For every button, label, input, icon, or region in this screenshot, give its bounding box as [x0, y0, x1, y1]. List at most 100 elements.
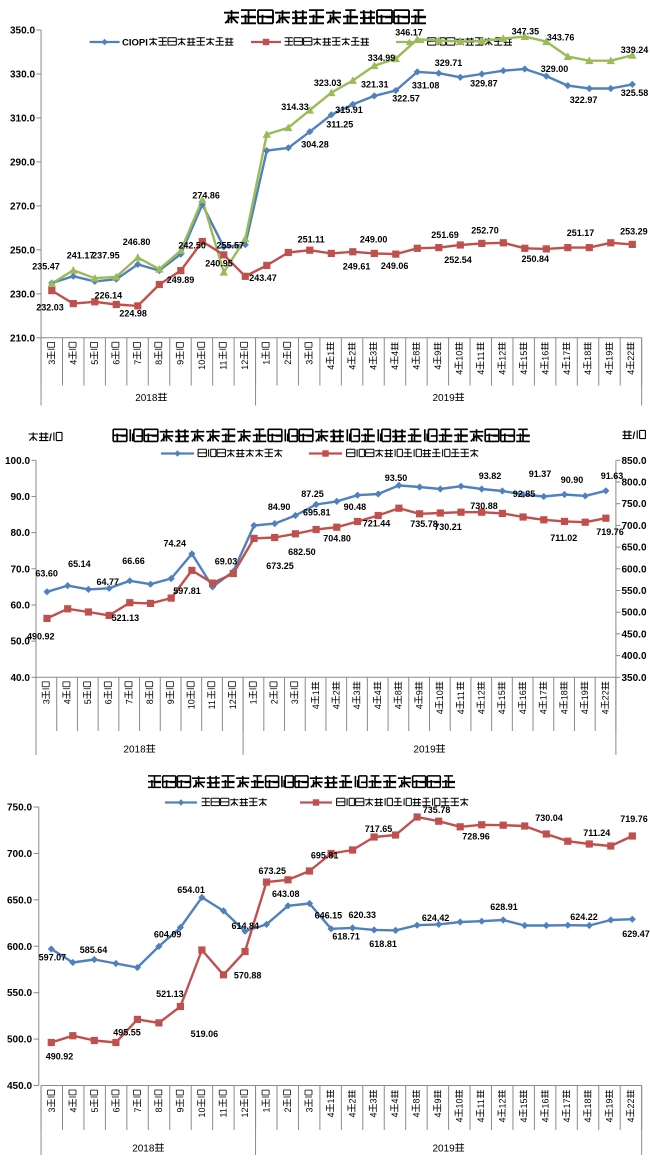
- svg-text:4: 4: [412, 365, 422, 370]
- svg-text:93.50: 93.50: [385, 473, 408, 483]
- svg-text:350.0: 350.0: [622, 673, 647, 684]
- svg-text:3: 3: [304, 1107, 314, 1112]
- svg-text:4: 4: [390, 1098, 400, 1103]
- svg-text:597.07: 597.07: [39, 953, 67, 963]
- svg-text:237.95: 237.95: [92, 251, 120, 261]
- svg-text:500.0: 500.0: [622, 608, 647, 619]
- svg-text:9: 9: [433, 1098, 443, 1103]
- svg-text:19: 19: [580, 690, 590, 700]
- svg-text:304.28: 304.28: [301, 140, 329, 150]
- svg-text:3: 3: [369, 351, 379, 356]
- svg-text:16: 16: [540, 351, 550, 361]
- svg-text:7: 7: [133, 1107, 143, 1112]
- svg-text:10: 10: [187, 699, 197, 709]
- svg-text:3: 3: [42, 699, 52, 704]
- svg-text:4: 4: [456, 709, 466, 714]
- svg-text:65.14: 65.14: [68, 559, 91, 569]
- svg-text:12: 12: [477, 690, 487, 700]
- svg-text:4: 4: [539, 709, 549, 714]
- svg-text:90.90: 90.90: [561, 475, 584, 485]
- svg-text:/: /: [632, 430, 635, 442]
- svg-text:4: 4: [626, 370, 636, 375]
- svg-text:4: 4: [519, 1117, 529, 1122]
- svg-text:4: 4: [497, 1117, 507, 1122]
- svg-text:2: 2: [269, 699, 279, 704]
- svg-text:12: 12: [497, 1098, 507, 1108]
- svg-text:321.31: 321.31: [361, 79, 389, 89]
- svg-text:8: 8: [412, 351, 422, 356]
- svg-text:521.13: 521.13: [112, 613, 140, 623]
- svg-text:91.63: 91.63: [601, 471, 624, 481]
- svg-text:450.0: 450.0: [622, 629, 647, 640]
- svg-text:490.92: 490.92: [46, 1052, 74, 1062]
- svg-text:4: 4: [326, 1112, 336, 1117]
- svg-text:252.54: 252.54: [444, 255, 472, 265]
- svg-text:210.0: 210.0: [10, 333, 35, 344]
- svg-text:1: 1: [311, 690, 321, 695]
- svg-text:4: 4: [311, 704, 321, 709]
- svg-text:495.55: 495.55: [113, 1028, 141, 1038]
- svg-text:4: 4: [497, 370, 507, 375]
- svg-text:4: 4: [68, 1107, 78, 1112]
- svg-text:12: 12: [228, 699, 238, 709]
- svg-text:2018: 2018: [135, 393, 158, 404]
- svg-text:3: 3: [290, 699, 300, 704]
- svg-text:4: 4: [519, 370, 529, 375]
- svg-text:350.0: 350.0: [10, 26, 35, 37]
- svg-text:CIOPI: CIOPI: [122, 38, 148, 49]
- svg-text:4: 4: [414, 704, 424, 709]
- svg-text:2: 2: [347, 1098, 357, 1103]
- svg-text:8: 8: [154, 1107, 164, 1112]
- svg-text:11: 11: [476, 1099, 486, 1108]
- svg-text:74.24: 74.24: [164, 538, 187, 548]
- svg-text:251.17: 251.17: [567, 228, 595, 238]
- svg-text:290.0: 290.0: [10, 157, 35, 168]
- svg-text:519.06: 519.06: [191, 1029, 219, 1039]
- svg-text:70.0: 70.0: [11, 564, 31, 575]
- svg-text:6: 6: [111, 360, 121, 365]
- svg-text:66.66: 66.66: [122, 556, 145, 566]
- svg-text:4: 4: [68, 360, 78, 365]
- svg-text:4: 4: [518, 709, 528, 714]
- svg-text:243.47: 243.47: [249, 273, 277, 283]
- svg-text:241.17: 241.17: [67, 250, 95, 260]
- svg-text:3: 3: [47, 360, 57, 365]
- svg-text:10: 10: [455, 351, 465, 361]
- svg-text:235.47: 235.47: [32, 262, 60, 272]
- svg-text:450.0: 450.0: [7, 1081, 32, 1092]
- svg-text:2: 2: [332, 690, 342, 695]
- svg-text:550.0: 550.0: [622, 586, 647, 597]
- svg-text:255.57: 255.57: [217, 240, 245, 250]
- svg-text:251.11: 251.11: [298, 235, 325, 245]
- svg-text:4: 4: [435, 709, 445, 714]
- svg-text:224.98: 224.98: [119, 309, 147, 319]
- svg-text:500.0: 500.0: [7, 1035, 32, 1046]
- svg-text:92.85: 92.85: [513, 489, 536, 499]
- svg-text:240.95: 240.95: [205, 259, 233, 269]
- svg-text:17: 17: [562, 351, 572, 361]
- svg-text:750.0: 750.0: [622, 499, 647, 510]
- svg-text:252.70: 252.70: [471, 226, 499, 236]
- svg-text:8: 8: [145, 699, 155, 704]
- svg-text:5: 5: [83, 699, 93, 704]
- svg-text:654.01: 654.01: [177, 885, 205, 895]
- svg-text:585.64: 585.64: [80, 945, 108, 955]
- svg-text:1: 1: [326, 1098, 336, 1103]
- svg-text:717.65: 717.65: [365, 824, 393, 834]
- svg-text:650.0: 650.0: [7, 895, 32, 906]
- svg-text:521.13: 521.13: [156, 989, 184, 999]
- svg-text:325.58: 325.58: [621, 88, 649, 98]
- svg-text:4: 4: [605, 1117, 615, 1122]
- svg-text:682.50: 682.50: [288, 547, 316, 557]
- svg-text:334.99: 334.99: [368, 53, 396, 63]
- svg-text:22: 22: [626, 351, 636, 361]
- svg-text:695.81: 695.81: [311, 850, 339, 860]
- svg-text:11: 11: [207, 700, 217, 709]
- svg-text:4: 4: [540, 1117, 550, 1122]
- svg-text:18: 18: [583, 1098, 593, 1108]
- svg-text:250.0: 250.0: [10, 245, 35, 256]
- svg-text:4: 4: [583, 1117, 593, 1122]
- svg-text:322.97: 322.97: [570, 95, 598, 105]
- svg-text:719.76: 719.76: [620, 814, 648, 824]
- svg-text:600.0: 600.0: [7, 942, 32, 953]
